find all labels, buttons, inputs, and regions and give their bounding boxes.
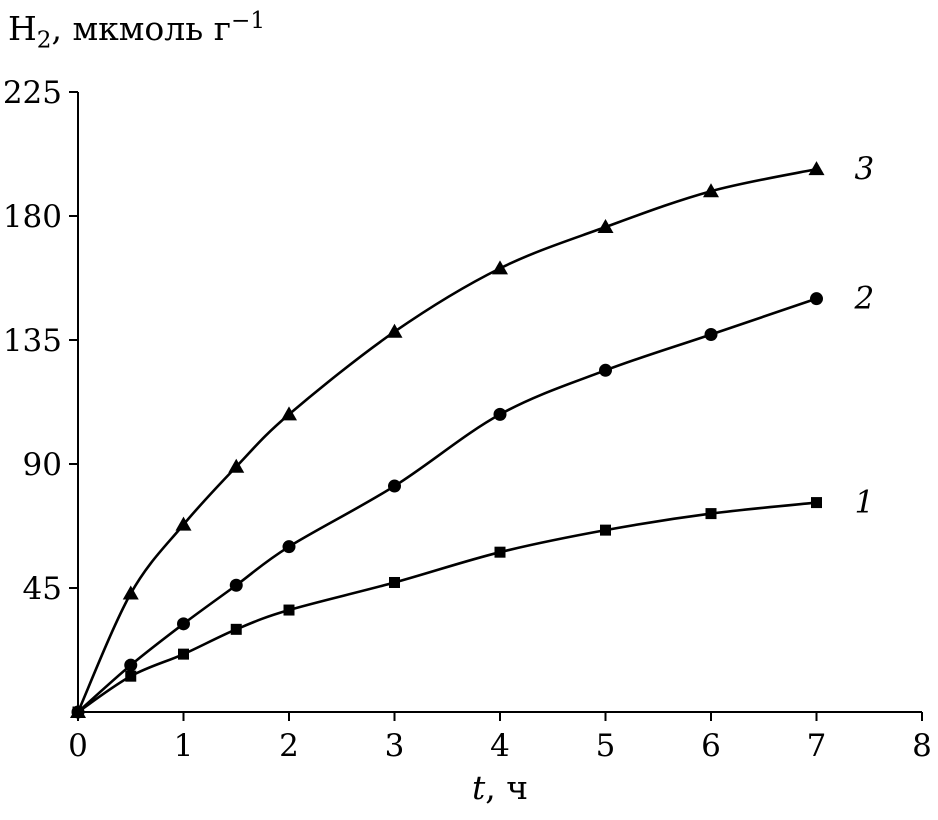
series-3-curve [76, 167, 817, 713]
x-title-units: , ч [485, 768, 529, 807]
square-marker [600, 524, 611, 536]
square-marker [283, 604, 295, 616]
circle-marker [599, 363, 612, 377]
y-tick-label: 90 [23, 447, 62, 483]
axes [77, 92, 922, 713]
x-axis-title: t, ч [78, 768, 922, 807]
square-marker [230, 623, 242, 635]
y-tick-label: 180 [3, 199, 62, 235]
series-2-curve [77, 297, 817, 713]
x-tick-label: 0 [68, 728, 88, 764]
square-marker [125, 670, 137, 682]
y-title-superscript: −1 [231, 8, 266, 34]
circle-marker [493, 407, 507, 421]
y-tick-label: 225 [3, 75, 62, 111]
y-title-base: H [8, 9, 37, 48]
triangle-marker [703, 183, 719, 198]
circle-marker [124, 658, 138, 672]
triangle-marker [122, 585, 139, 600]
triangle-marker [70, 704, 86, 718]
x-tick-label: 5 [596, 728, 616, 764]
x-tick-label: 2 [279, 728, 299, 764]
circle-marker [229, 578, 243, 592]
y-title-units: , мкмоль г [51, 9, 232, 48]
triangle-marker [386, 323, 403, 338]
triangle-marker [281, 406, 297, 421]
square-marker [178, 648, 189, 660]
x-tick-label: 8 [912, 728, 932, 764]
x-tick-label: 4 [490, 728, 510, 764]
triangle-marker [492, 260, 508, 275]
y-tick-label: 45 [23, 571, 62, 607]
x-tick-label: 7 [807, 728, 827, 764]
x-tick-label: 3 [385, 728, 405, 764]
y-title-subscript: 2 [36, 27, 52, 54]
circle-marker [282, 540, 296, 554]
square-marker [494, 546, 506, 558]
circle-marker [810, 292, 823, 306]
x-title-variable: t [471, 768, 486, 807]
series-1-curve [77, 501, 817, 714]
series-3-label: 3 [855, 151, 875, 187]
y-axis-title: H2, мкмоль г−1 [8, 8, 265, 54]
circle-marker [704, 327, 718, 341]
circle-marker [388, 479, 401, 493]
circle-marker [177, 617, 190, 631]
triangle-marker [175, 516, 192, 531]
x-tick-label: 6 [701, 728, 721, 764]
x-tick-label: 1 [174, 728, 194, 764]
triangle-marker [597, 219, 614, 234]
series-1-label: 1 [855, 485, 875, 521]
square-marker [389, 576, 400, 588]
square-marker [705, 508, 717, 520]
triangle-marker [228, 458, 245, 473]
y-tick-label: 135 [3, 323, 62, 359]
triangle-marker [808, 161, 825, 176]
series-2-label: 2 [854, 281, 875, 317]
square-marker [811, 497, 822, 509]
